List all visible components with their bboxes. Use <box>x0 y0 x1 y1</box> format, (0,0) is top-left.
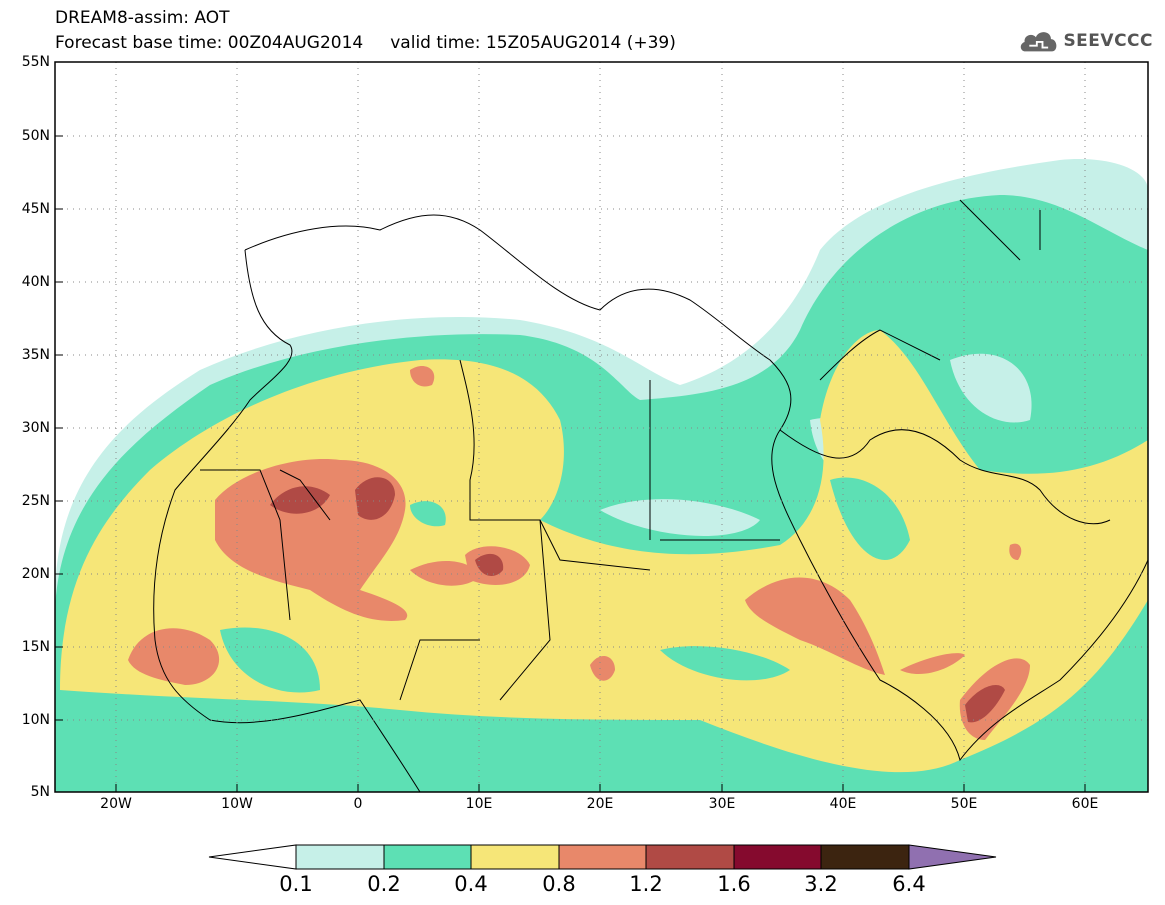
lat-label: 15N <box>21 639 50 655</box>
lat-label: 55N <box>21 54 50 70</box>
colorbar-label: 3.2 <box>804 872 838 896</box>
lat-label: 25N <box>21 493 50 509</box>
colorbar-label: 0.1 <box>279 872 313 896</box>
lon-label: 50E <box>950 796 978 812</box>
tick-marks <box>55 61 1086 793</box>
lat-label: 30N <box>21 420 50 436</box>
lat-label: 40N <box>21 274 50 290</box>
lon-label: 20W <box>100 796 132 812</box>
lat-label: 5N <box>30 784 50 800</box>
logo-text: SEEVCCC <box>1063 31 1153 51</box>
colorbar-label: 0.4 <box>454 872 488 896</box>
colorbar-label: 1.6 <box>717 872 751 896</box>
colorbar-label: 0.8 <box>542 872 576 896</box>
title-model: DREAM8-assim: AOT <box>55 8 230 28</box>
lat-label: 35N <box>21 347 50 363</box>
colorbar-label: 0.2 <box>367 872 401 896</box>
lon-label: 0 <box>353 796 363 812</box>
title-times: Forecast base time: 00Z04AUG2014 valid t… <box>55 33 676 53</box>
seevccc-logo: SEEVCCC <box>1018 24 1153 58</box>
lon-label: 30E <box>708 796 736 812</box>
gridlines <box>55 62 1148 792</box>
cloud-icon <box>1020 32 1057 52</box>
lon-label: 10E <box>465 796 493 812</box>
aot-field-1.2 <box>270 486 330 514</box>
colorbar-label: 1.2 <box>629 872 663 896</box>
lon-label: 60E <box>1071 796 1099 812</box>
coastlines <box>153 199 1148 792</box>
lon-label: 20E <box>586 796 614 812</box>
lat-label: 20N <box>21 566 50 582</box>
lat-label: 45N <box>21 201 50 217</box>
lon-label: 10W <box>221 796 253 812</box>
lat-label: 10N <box>21 712 50 728</box>
lat-label: 50N <box>21 128 50 144</box>
map-frame <box>54 61 1149 793</box>
lon-label: 40E <box>829 796 857 812</box>
colorbar-label: 6.4 <box>892 872 926 896</box>
